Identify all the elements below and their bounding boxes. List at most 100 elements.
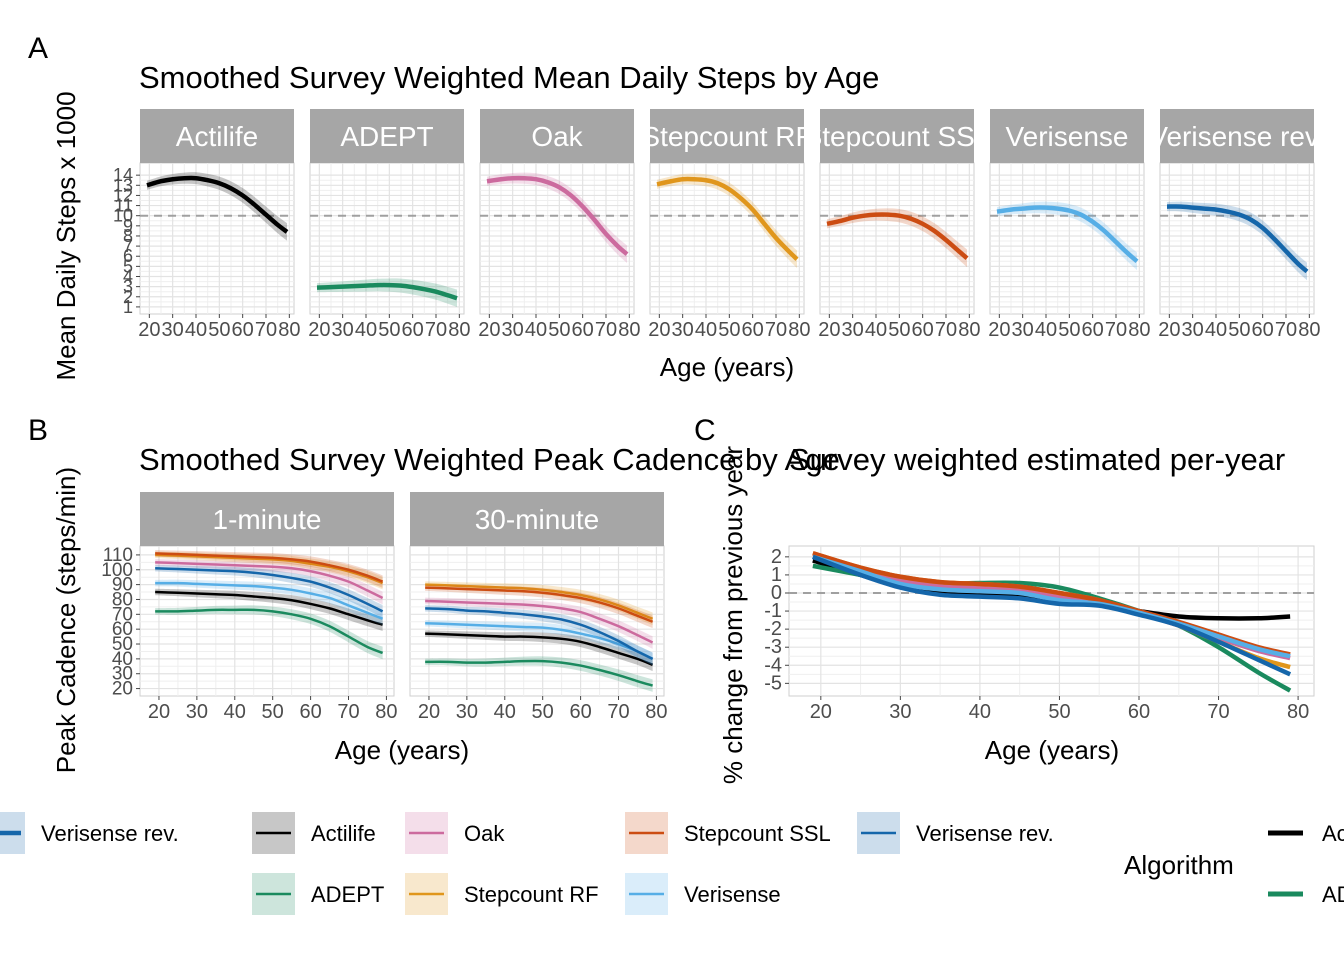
legend-right-title: Algorithm — [1124, 850, 1234, 880]
panel-letter-b: B — [28, 414, 48, 447]
chart-a-facet-stepcount-ssl-strip-label: Stepcount SSL — [804, 121, 991, 152]
chart-a-facet-actilife-xtick-label: 70 — [255, 319, 277, 341]
chart-b-title: Smoothed Survey Weighted Peak Cadence by… — [139, 442, 840, 477]
chart-a-facet-stepcount-ssl-xtick-label: 70 — [935, 319, 957, 341]
chart-a-facet-verisense-rev-xtick-label: 80 — [1298, 319, 1320, 341]
chart-a-facet-stepcount-ssl-xtick-label: 50 — [888, 319, 910, 341]
chart-a-facet-verisense-xtick-label: 40 — [1035, 319, 1057, 341]
legend-left-item-adept-label: ADEPT — [311, 882, 384, 907]
chart-b-facet-1-minute-ytick-label: 100 — [101, 560, 133, 581]
chart-b-30-minute-series-actilife-line — [425, 632, 654, 666]
chart-a-facet-stepcount-ssl-bg — [819, 162, 975, 315]
chart-b-30-minute-series-stepcount-rf-line — [425, 583, 654, 620]
chart-b-1-minute-series-verisense-rev-line — [155, 567, 384, 613]
chart-a-facet-oak-xtick-label: 60 — [572, 319, 594, 341]
chart-b-facet-30-minute-xtick-label: 50 — [532, 701, 554, 723]
chart-b-1-minute-series-oak-line — [155, 561, 384, 600]
chart-a-facet-actilife-ytick-label: 11 — [114, 196, 133, 216]
chart-b-facet-1-minute-ytick-label: 60 — [112, 619, 133, 640]
chart-b-facet-1-minute-ytick-label: 70 — [112, 604, 133, 625]
chart-a-facet-actilife-strip — [140, 109, 294, 163]
chart-c-panel-xtick-label: 80 — [1287, 701, 1309, 723]
chart-a-facet-adept-xtick-label: 60 — [402, 319, 424, 341]
chart-c-panel-xtick-label: 50 — [1048, 701, 1070, 723]
chart-b-facet-1-minute-ytick-label: 90 — [112, 575, 133, 596]
chart-a-facet-oak-xtick-label: 40 — [525, 319, 547, 341]
chart-a-facet-oak-strip-label: Oak — [531, 121, 583, 152]
chart-a-facet-verisense: 20 30 40 50 60 70 80 Verisense — [988, 109, 1150, 341]
chart-a-facet-stepcount-ssl-xtick-label: 80 — [958, 319, 980, 341]
chart-a-facet-adept-xtick-label: 80 — [448, 319, 470, 341]
chart-a-ylabel: Mean Daily Steps x 1000 — [51, 91, 81, 380]
chart-a-facet-verisense-rev-xtick-label: 30 — [1182, 319, 1204, 341]
legend-left-item-verisense-rev-label: Verisense rev. — [41, 821, 179, 846]
chart-b-facet-30-minute-strip-label: 30-minute — [475, 504, 600, 535]
chart-b-facet-1-minute: 20 30 40 50 60 70 8020304050607080901001101-mi… — [101, 492, 398, 723]
chart-a-facet-adept-strip-label: ADEPT — [340, 121, 433, 152]
chart-b-facet-1-minute-xtick-label: 70 — [337, 701, 359, 723]
chart-a-facet-stepcount-rf-xtick-label: 60 — [742, 319, 764, 341]
chart-b-facet-1-minute-ytick-label: 80 — [112, 589, 133, 610]
chart-a-facet-actilife-ytick-label: 13 — [113, 175, 133, 195]
chart-a-facet-verisense-rev-strip — [1160, 109, 1314, 163]
chart-a-facet-adept-xtick-label: 20 — [308, 319, 330, 341]
chart-a-facet-adept-strip — [310, 109, 464, 163]
chart-a-facet-verisense-rev-xtick-label: 60 — [1252, 319, 1274, 341]
chart-a-facet-actilife-xtick-label: 60 — [232, 319, 254, 341]
chart-a-facet-actilife-ytick-label: 4 — [123, 267, 133, 287]
chart-b-facet-1-minute-xtick-label: 50 — [262, 701, 284, 723]
chart-c-panel-ytick-label: 1 — [771, 564, 782, 586]
chart-a-xlabel: Age (years) — [660, 352, 794, 382]
chart-a-facet-actilife-ytick-label: 9 — [123, 216, 133, 236]
chart-a-series-verisense-line — [996, 205, 1139, 264]
chart-a-series-adept-line — [316, 282, 458, 301]
chart-a-facet-verisense-xtick-label: 20 — [988, 319, 1010, 341]
chart-a-facet-verisense-strip-label: Verisense — [1006, 121, 1129, 152]
legend-left-item-verisense-rev-label: Verisense rev. — [916, 821, 1054, 846]
chart-b-facet-1-minute-strip — [140, 492, 394, 546]
chart-a-facet-actilife-ytick-label: 10 — [113, 206, 133, 226]
chart-a-facet-verisense-rev-strip-label: Verisense rev. — [1149, 121, 1324, 152]
chart-c-panel-ytick-label: -5 — [764, 672, 782, 694]
chart-b-facet-30-minute-bg — [409, 545, 665, 697]
chart-b-facet-1-minute-xtick-label: 20 — [148, 701, 170, 723]
chart-a-facet-actilife-ytick-label: 3 — [123, 277, 133, 297]
chart-c-panel-xtick-label: 60 — [1128, 701, 1150, 723]
chart-c-xlabel: Age (years) — [985, 735, 1119, 765]
chart-a-facet-verisense-xtick-label: 70 — [1105, 319, 1127, 341]
chart-a-facet-oak-xtick-label: 50 — [548, 319, 570, 341]
chart-a-facet-oak-strip — [480, 109, 634, 163]
chart-b-facet-30-minute-strip — [410, 492, 664, 546]
chart-a-facet-actilife-ytick-label: 14 — [113, 165, 133, 185]
chart-c-title: Survey weighted estimated per-year — [789, 442, 1285, 477]
chart-a-facet-actilife-xtick-label: 80 — [278, 319, 300, 341]
chart-a-series-verisense-rev-line — [1166, 204, 1309, 274]
chart-a-facet-actilife-ytick-label: 8 — [123, 226, 133, 246]
chart-c-panel-ytick-label: -1 — [764, 600, 782, 622]
chart-a-facet-oak-xtick-label: 80 — [618, 319, 640, 341]
chart-a-facet-adept-xtick-label: 40 — [355, 319, 377, 341]
chart-b-ylabel: Peak Cadence (steps/min) — [51, 467, 81, 773]
chart-b-1-minute-series-verisense-line — [155, 581, 384, 620]
chart-a-facet-verisense-xtick-label: 80 — [1128, 319, 1150, 341]
chart-a-facet-stepcount-ssl-xtick-label: 60 — [912, 319, 934, 341]
chart-b-facet-1-minute-ytick-label: 110 — [103, 545, 133, 566]
chart-a-facet-stepcount-rf-strip — [650, 109, 804, 163]
legend-left-item-stepcount-ssl-label: Stepcount SSL — [684, 821, 831, 846]
chart-a-facet-actilife-ytick-label: 6 — [123, 246, 133, 266]
chart-c-panel-ytick-label: -2 — [764, 618, 782, 640]
legend-right-item-adept-label: AD — [1322, 882, 1344, 907]
chart-b-facet-1-minute-ytick-label: 30 — [112, 664, 133, 685]
chart-b-facet-1-minute-xtick-label: 40 — [224, 701, 246, 723]
chart-b-facet-1-minute-xtick-label: 80 — [375, 701, 397, 723]
chart-b-30-minute-series-adept-ci-band — [425, 656, 653, 692]
chart-c-ylabel: % change from previous year — [718, 446, 748, 785]
chart-a-facet-adept-xtick-label: 70 — [425, 319, 447, 341]
chart-a-facet-stepcount-rf-xtick-label: 30 — [672, 319, 694, 341]
chart-a-facet-actilife-xtick-label: 30 — [162, 319, 184, 341]
chart-a-facet-stepcount-ssl-xtick-label: 40 — [865, 319, 887, 341]
chart-b-1-minute-series-adept-line — [155, 608, 384, 655]
chart-a-facet-adept-xtick-label: 30 — [332, 319, 354, 341]
legend-left: Verisense rev. Actilife Oak Stepcount SSL Ve… — [0, 812, 1054, 915]
